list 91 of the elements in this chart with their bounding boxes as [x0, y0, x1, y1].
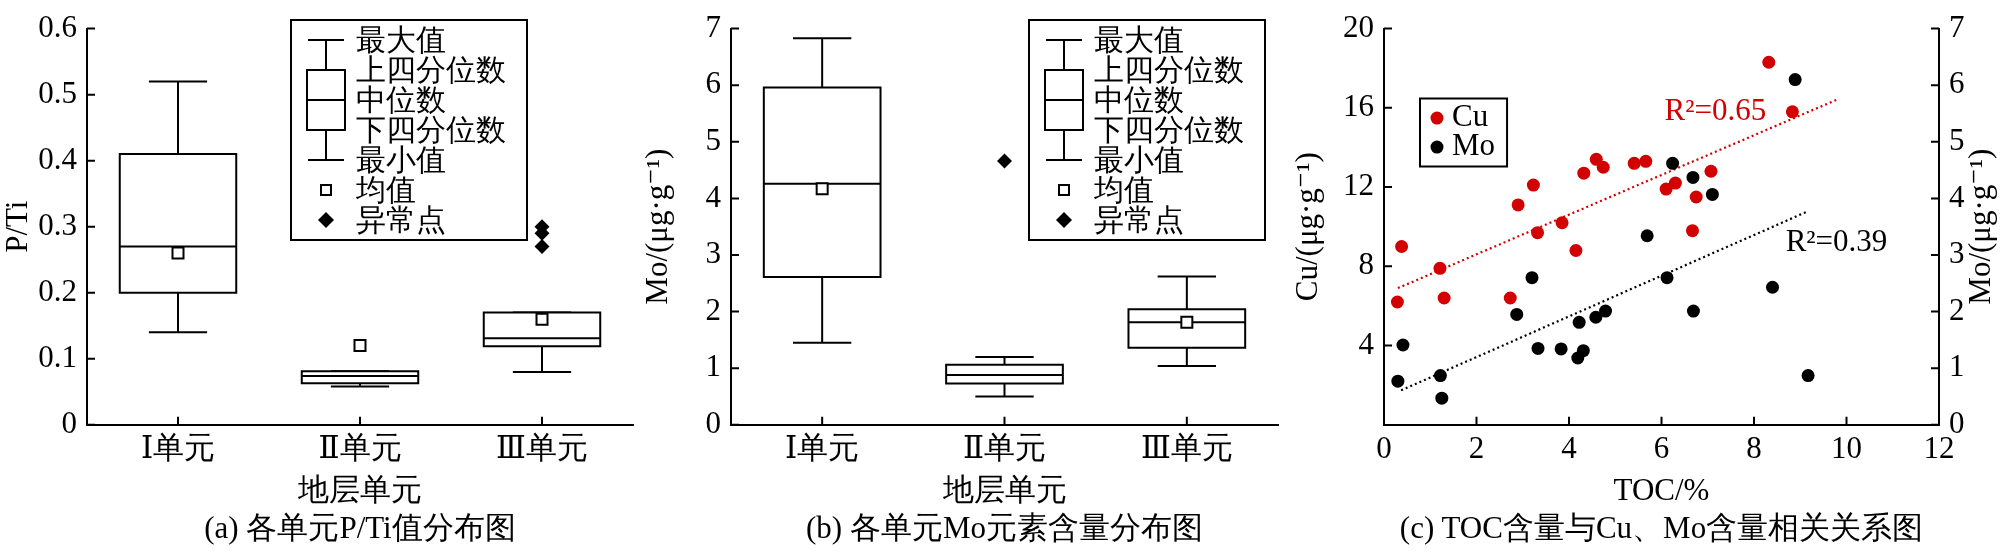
point: [1639, 154, 1653, 168]
point: [1589, 310, 1603, 324]
x-tick-label: Ⅲ单元: [1140, 429, 1233, 465]
point: [1668, 176, 1682, 190]
y-tick-label: 0.4: [38, 140, 78, 176]
x-tick-label: 4: [1561, 429, 1578, 465]
y2-tick-label: 2: [1949, 291, 1965, 327]
point: [1766, 280, 1779, 294]
x-tick-label: 10: [1831, 429, 1862, 465]
point: [1433, 261, 1447, 275]
point: [1596, 160, 1610, 174]
point: [1510, 307, 1524, 321]
x-axis-title: 地层单元: [297, 472, 422, 508]
point: [1503, 291, 1517, 305]
point: [1531, 341, 1545, 355]
y-tick-label: 0.1: [38, 338, 77, 374]
point: [1511, 198, 1525, 212]
point: [1395, 240, 1409, 254]
y-tick-label: 0: [61, 404, 77, 440]
y-tick-label: 0.5: [38, 74, 77, 110]
x-tick-label: 8: [1746, 429, 1762, 465]
point: [1526, 178, 1540, 192]
y-axis-title: P/Ti: [0, 200, 34, 253]
point: [1705, 187, 1719, 201]
y-tick-label: 2: [705, 291, 721, 327]
point: [1686, 170, 1700, 184]
point: [1666, 156, 1680, 170]
y-axis-title: Mo/(μg·g⁻¹): [638, 148, 674, 305]
x-tick-label: 6: [1653, 429, 1670, 465]
y-tick-label: 4: [705, 178, 722, 214]
point: [1686, 304, 1700, 318]
annotation: 最大值: [1094, 22, 1184, 56]
point: [1435, 391, 1449, 405]
y-tick-label: 3: [705, 235, 721, 271]
y2-tick-label: 6: [1949, 65, 1965, 101]
x-tick-label: 2: [1468, 429, 1485, 465]
y-tick-label: 0.3: [38, 206, 77, 242]
point: [1660, 271, 1674, 285]
point: [1437, 291, 1451, 305]
y-tick-label: 8: [1358, 246, 1374, 282]
point: [1785, 105, 1799, 119]
y-tick-label: 0.6: [38, 8, 77, 44]
point: [1577, 166, 1591, 180]
y-tick-label: 12: [1343, 167, 1374, 203]
x-tick-label: Ⅱ单元: [318, 429, 402, 465]
y-tick-label: 0.2: [38, 272, 77, 308]
point: [1391, 374, 1405, 388]
x-tick-label: Ⅰ单元: [140, 429, 216, 465]
y-tick-label: 0: [705, 404, 721, 440]
point: [1788, 73, 1802, 87]
point: [1762, 55, 1776, 69]
y-axis-title: Cu/(μg·g⁻¹): [1288, 152, 1324, 302]
point: [1569, 243, 1583, 257]
point: [1554, 342, 1568, 356]
y2-tick-label: 7: [1949, 8, 1965, 44]
point: [1640, 229, 1654, 243]
y2-tick-label: 4: [1949, 178, 1965, 214]
text: (c) TOC含量与Cu、Mo含量相关关系图: [1399, 509, 1924, 545]
annotation: R²=0.65: [1664, 92, 1767, 128]
point: [1390, 295, 1404, 309]
x-axis-title: TOC/%: [1613, 472, 1710, 508]
x-axis-title: 地层单元: [941, 472, 1067, 508]
y2-tick-label: 5: [1949, 121, 1965, 157]
point: [1627, 156, 1641, 170]
y2-tick-label: 1: [1949, 348, 1965, 384]
annotation: 最大值: [356, 22, 446, 56]
point: [1572, 315, 1586, 329]
y-tick-label: 16: [1343, 87, 1374, 123]
y-tick-label: 7: [705, 8, 721, 44]
x-tick-label: Ⅲ单元: [496, 429, 588, 465]
y-tick-label: 1: [705, 348, 721, 384]
y-tick-label: 6: [705, 65, 721, 101]
point: [1576, 344, 1590, 358]
x-tick-label: Ⅰ单元: [785, 429, 860, 465]
text: (a) 各单元P/Ti值分布图: [204, 509, 516, 545]
point: [1685, 224, 1699, 238]
point: [1689, 190, 1703, 204]
point: [1801, 369, 1815, 383]
point: [1531, 226, 1545, 240]
point: [1525, 271, 1539, 285]
annotation: R²=0.39: [1785, 222, 1888, 258]
y-tick-label: 4: [1358, 325, 1375, 361]
text: (b) 各单元Mo元素含量分布图: [806, 509, 1203, 545]
point: [1396, 338, 1410, 352]
point: [1704, 164, 1718, 178]
y-tick-label: 5: [705, 121, 721, 157]
point: [1555, 216, 1569, 230]
point: [1433, 369, 1447, 383]
point: [1599, 304, 1613, 318]
x-tick-label: Ⅱ单元: [962, 429, 1047, 465]
y-tick-label: 20: [1343, 8, 1374, 44]
